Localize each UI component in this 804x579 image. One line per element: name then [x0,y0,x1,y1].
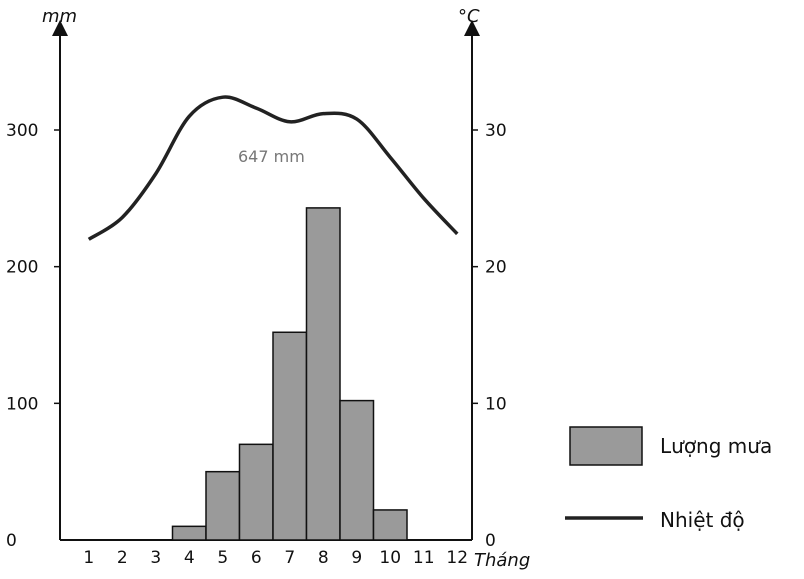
rain-bar [339,399,375,541]
x-tick-label: 5 [217,548,228,568]
rain-bar [238,443,274,541]
x-tick-label: 2 [117,548,128,568]
rain-bar [171,525,207,541]
x-tick-label: 8 [318,548,329,568]
right-tick-label: 20 [485,258,507,278]
x-tick-label: 11 [413,548,435,568]
x-tick-label: 7 [284,548,295,568]
right-tick-label: 0 [485,531,496,551]
x-tick-label: 6 [251,548,262,568]
rain-bar [272,331,308,541]
x-tick-label: 1 [83,548,94,568]
legend: Lượng mưa Nhiệt độ [565,426,772,532]
rain-bar [205,470,241,541]
right-tick-label: 10 [485,394,507,414]
legend-rain-label: Lượng mưa [660,434,772,458]
x-tick-label: 3 [150,548,161,568]
x-tick-label: 12 [446,548,468,568]
x-tick-label: 4 [184,548,195,568]
legend-rain-swatch [569,426,643,466]
left-tick-label: 0 [6,531,17,551]
left-axis-unit: mm [42,6,77,27]
left-tick-label: 200 [6,258,38,278]
temperature-line [87,95,459,241]
left-tick-label: 100 [6,394,38,414]
left-tick-label: 300 [6,121,38,141]
right-axis-unit: °C [458,6,480,27]
right-tick-label: 30 [485,121,507,141]
rain-bar [372,509,408,541]
rain-bar [305,207,341,541]
x-axis-label: Tháng [474,550,530,571]
x-tick-label: 10 [379,548,401,568]
rainfall-total-annotation: 647 mm [238,147,305,166]
legend-temp-label: Nhiệt độ [660,508,745,532]
x-tick-label: 9 [351,548,362,568]
